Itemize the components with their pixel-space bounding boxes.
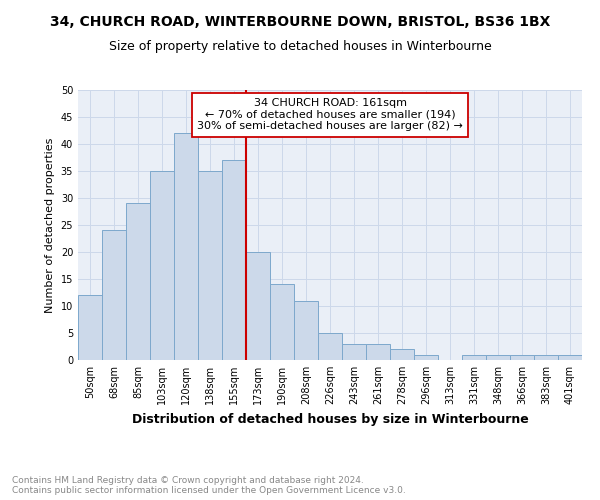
Y-axis label: Number of detached properties: Number of detached properties xyxy=(45,138,55,312)
Bar xyxy=(150,171,174,360)
Bar xyxy=(342,344,366,360)
Text: Contains HM Land Registry data © Crown copyright and database right 2024.
Contai: Contains HM Land Registry data © Crown c… xyxy=(12,476,406,495)
Bar xyxy=(486,354,510,360)
Bar xyxy=(78,295,102,360)
Text: Size of property relative to detached houses in Winterbourne: Size of property relative to detached ho… xyxy=(109,40,491,53)
Bar xyxy=(534,354,558,360)
Bar xyxy=(174,133,198,360)
Bar xyxy=(558,354,582,360)
Text: 34, CHURCH ROAD, WINTERBOURNE DOWN, BRISTOL, BS36 1BX: 34, CHURCH ROAD, WINTERBOURNE DOWN, BRIS… xyxy=(50,15,550,29)
Bar xyxy=(222,160,246,360)
Bar xyxy=(414,354,438,360)
Text: 34 CHURCH ROAD: 161sqm
← 70% of detached houses are smaller (194)
30% of semi-de: 34 CHURCH ROAD: 161sqm ← 70% of detached… xyxy=(197,98,463,132)
X-axis label: Distribution of detached houses by size in Winterbourne: Distribution of detached houses by size … xyxy=(131,412,529,426)
Bar xyxy=(390,349,414,360)
Bar xyxy=(510,354,534,360)
Bar xyxy=(462,354,486,360)
Bar xyxy=(366,344,390,360)
Bar xyxy=(126,204,150,360)
Bar xyxy=(198,171,222,360)
Bar xyxy=(294,300,318,360)
Bar xyxy=(102,230,126,360)
Bar xyxy=(246,252,270,360)
Bar xyxy=(318,333,342,360)
Bar xyxy=(270,284,294,360)
